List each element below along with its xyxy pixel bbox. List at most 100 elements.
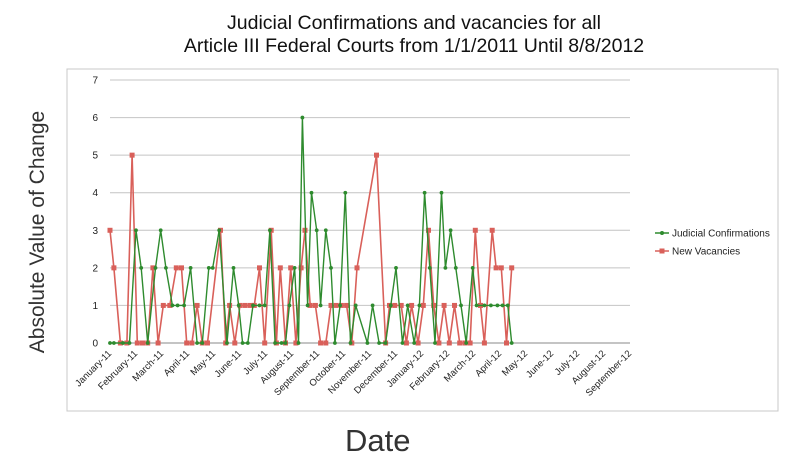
data-point-judicial-confirmations [287,303,292,308]
data-point-new-vacancies [155,340,161,346]
data-point-judicial-confirmations [427,265,432,270]
data-point-new-vacancies [277,265,283,271]
data-point-judicial-confirmations [400,341,405,345]
data-point-new-vacancies [472,227,478,233]
data-point-judicial-confirmations [188,265,193,270]
data-point-new-vacancies [426,227,431,233]
data-point-judicial-confirmations [388,303,393,308]
data-point-judicial-confirmations [231,265,236,270]
data-point-judicial-confirmations [225,341,229,345]
data-point-judicial-confirmations [257,303,262,308]
data-point-new-vacancies [232,340,238,346]
legend-marker [660,231,664,235]
y-tick-label: 2 [92,263,98,274]
x-tick-label: September-12 [584,348,634,398]
data-point-judicial-confirmations [292,265,297,270]
data-point-new-vacancies [129,152,135,158]
legend: Judicial Confirmations New Vacancies [655,229,770,258]
data-point-judicial-confirmations [343,190,348,195]
data-point-new-vacancies [420,302,426,308]
data-point-judicial-confirmations [470,265,475,270]
data-point-new-vacancies [247,302,253,308]
data-point-new-vacancies [481,340,487,346]
data-point-new-vacancies [194,302,200,308]
y-axis-ticks: 0 1 2 3 4 5 6 7 [92,76,98,350]
data-point-new-vacancies [107,227,113,233]
data-point-new-vacancies [150,265,156,271]
data-point-judicial-confirmations [314,228,319,233]
y-tick-label: 0 [92,339,98,350]
data-point-judicial-confirmations [489,303,493,308]
data-point-new-vacancies [134,340,140,346]
data-point-new-vacancies [498,265,504,271]
data-point-judicial-confirmations [412,341,417,345]
legend-label: Judicial Confirmations [672,229,770,240]
data-point-new-vacancies [242,302,248,308]
data-point-judicial-confirmations [112,341,116,345]
data-point-judicial-confirmations [134,228,138,233]
data-point-new-vacancies [398,302,404,308]
data-point-judicial-confirmations [127,341,132,345]
data-point-judicial-confirmations [422,190,427,195]
data-point-judicial-confirmations [300,115,305,120]
data-point-judicial-confirmations [417,303,422,308]
data-point-new-vacancies [189,340,195,346]
data-point-new-vacancies [333,302,339,308]
y-tick-label: 4 [92,188,98,199]
data-point-new-vacancies [354,265,360,271]
data-point-new-vacancies [441,302,447,308]
data-point-new-vacancies [262,340,268,346]
data-point-judicial-confirmations [353,303,358,308]
series-group [107,115,515,346]
data-point-new-vacancies [257,265,262,271]
data-point-new-vacancies [160,302,166,308]
data-point-judicial-confirmations [121,341,125,345]
data-point-judicial-confirmations [279,341,284,345]
x-tick-label: April-11 [162,348,192,378]
data-point-judicial-confirmations [175,303,180,308]
data-point-judicial-confirmations [433,341,437,345]
data-point-new-vacancies [436,340,442,346]
data-point-judicial-confirmations [170,303,175,308]
data-point-judicial-confirmations [206,265,211,270]
data-point-judicial-confirmations [453,265,458,270]
data-point-judicial-confirmations [459,303,463,308]
legend-marker [659,248,665,254]
data-point-new-vacancies [509,265,515,271]
x-axis-ticks: January-11February-11March-11April-11May… [73,348,634,398]
data-point-new-vacancies [173,265,179,271]
data-point-judicial-confirmations [182,303,187,308]
y-tick-label: 1 [92,301,98,312]
data-point-new-vacancies [431,302,437,308]
data-point-judicial-confirmations [153,265,158,270]
data-point-judicial-confirmations [474,303,479,308]
y-tick-label: 5 [92,151,98,162]
data-point-new-vacancies [298,265,304,271]
data-point-judicial-confirmations [500,303,505,308]
data-point-judicial-confirmations [262,303,267,308]
y-tick-label: 7 [92,76,98,87]
data-point-new-vacancies [489,227,495,233]
data-point-judicial-confirmations [217,228,222,233]
data-point-judicial-confirmations [443,265,448,270]
data-point-judicial-confirmations [482,303,487,308]
data-point-judicial-confirmations [158,228,163,233]
data-point-judicial-confirmations [268,228,272,233]
data-point-new-vacancies [467,340,473,346]
data-point-judicial-confirmations [240,341,245,345]
data-point-judicial-confirmations [318,303,323,308]
data-point-judicial-confirmations [210,265,215,270]
series-line-new-vacancies [109,154,513,344]
data-point-judicial-confirmations [329,265,333,270]
data-point-judicial-confirmations [305,303,310,308]
data-point-new-vacancies [184,340,190,346]
data-point-judicial-confirmations [333,341,337,345]
data-point-judicial-confirmations [245,341,250,345]
data-point-new-vacancies [415,340,421,346]
data-point-judicial-confirmations [394,265,398,270]
x-tick-label: June-12 [524,348,556,380]
data-point-new-vacancies [344,302,350,308]
data-point-new-vacancies [446,340,452,346]
data-point-new-vacancies [205,340,210,346]
